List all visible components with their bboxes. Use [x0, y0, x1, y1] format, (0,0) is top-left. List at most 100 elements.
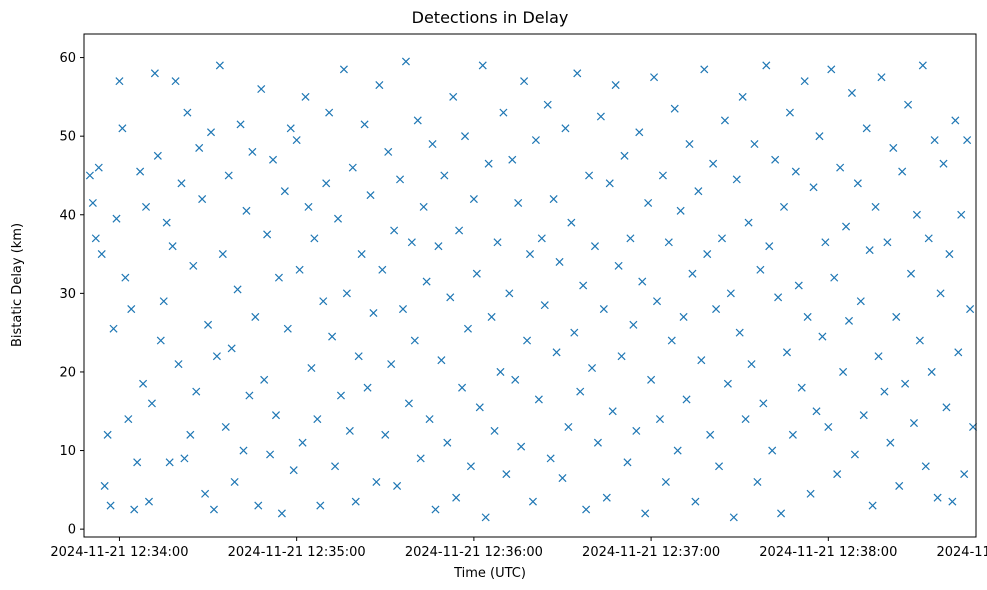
data-point — [966, 305, 975, 314]
data-point — [883, 238, 892, 247]
data-point — [859, 411, 868, 420]
data-point — [292, 136, 301, 145]
data-point — [726, 289, 735, 298]
data-point — [951, 116, 960, 125]
data-point — [369, 308, 378, 318]
data-point — [658, 171, 667, 180]
data-point — [676, 206, 685, 215]
data-point — [694, 187, 703, 196]
data-point — [121, 273, 130, 282]
data-point — [774, 293, 783, 302]
data-point — [514, 198, 523, 208]
data-point — [404, 399, 413, 408]
data-point — [496, 367, 505, 376]
data-point — [842, 222, 851, 231]
data-point — [192, 387, 201, 396]
data-point — [732, 175, 741, 184]
data-point — [573, 69, 582, 78]
data-point — [747, 360, 756, 369]
data-point — [927, 367, 936, 376]
data-point — [227, 344, 236, 353]
data-point — [626, 234, 635, 243]
data-point — [803, 312, 812, 321]
data-point — [375, 81, 384, 90]
data-point — [85, 171, 94, 180]
data-point — [266, 450, 275, 459]
data-point — [458, 383, 467, 392]
data-point — [269, 155, 278, 164]
data-point — [543, 100, 552, 109]
data-point — [667, 336, 676, 345]
data-point — [274, 273, 283, 282]
x-axis: 2024-11-21 12:34:00 2024-11-21 12:35:00 20… — [50, 537, 987, 560]
data-point — [162, 218, 171, 227]
data-point — [691, 497, 700, 506]
x-tick-label: 2024-11-21 12:37:00 — [582, 545, 720, 560]
data-point — [632, 426, 641, 435]
data-point — [912, 210, 921, 219]
y-tick-label: 50 — [59, 130, 76, 145]
data-point — [475, 403, 484, 412]
data-point — [623, 458, 632, 467]
data-point — [874, 352, 883, 361]
data-point — [218, 250, 227, 259]
data-point — [221, 422, 230, 431]
data-point — [638, 277, 647, 286]
data-point — [788, 430, 797, 439]
data-point — [390, 226, 399, 235]
data-point — [212, 352, 221, 361]
data-point — [567, 218, 576, 227]
data-point — [206, 128, 216, 137]
data-point — [215, 61, 224, 70]
data-point — [847, 88, 856, 97]
data-point — [180, 454, 189, 463]
data-point — [449, 92, 458, 101]
data-point — [723, 379, 732, 388]
plot-area-frame — [83, 33, 977, 538]
data-point — [844, 316, 854, 325]
data-point — [741, 415, 750, 424]
data-point — [366, 191, 375, 200]
data-point — [703, 250, 712, 259]
data-point — [856, 297, 865, 306]
data-point — [933, 493, 942, 502]
data-point — [446, 293, 455, 302]
data-point — [195, 143, 204, 152]
data-point — [655, 415, 664, 424]
data-point — [806, 489, 815, 498]
data-point — [401, 57, 410, 66]
data-point — [130, 505, 139, 514]
data-point — [460, 132, 470, 141]
data-point — [139, 379, 148, 388]
data-point — [384, 147, 393, 156]
data-point — [186, 430, 195, 439]
data-point — [756, 265, 765, 274]
data-point — [608, 407, 617, 416]
data-point — [124, 415, 133, 424]
data-point — [528, 497, 537, 506]
data-point — [469, 195, 478, 204]
data-point — [136, 167, 145, 176]
data-point — [245, 391, 254, 400]
data-point — [322, 179, 331, 188]
data-point — [688, 269, 697, 278]
data-point — [561, 124, 570, 133]
data-point — [310, 234, 319, 243]
data-point — [821, 238, 830, 247]
data-point — [614, 261, 623, 270]
data-point — [930, 136, 939, 145]
y-tick-label: 40 — [59, 208, 76, 223]
data-point — [209, 505, 218, 514]
data-point — [319, 297, 328, 306]
data-point — [877, 73, 886, 82]
data-point — [939, 159, 948, 168]
data-point — [511, 375, 520, 384]
data-point — [100, 481, 109, 490]
data-point — [168, 242, 177, 251]
data-point — [363, 383, 372, 392]
data-point — [508, 155, 517, 164]
data-point — [127, 305, 136, 314]
data-point — [892, 312, 901, 321]
data-point — [924, 234, 933, 243]
